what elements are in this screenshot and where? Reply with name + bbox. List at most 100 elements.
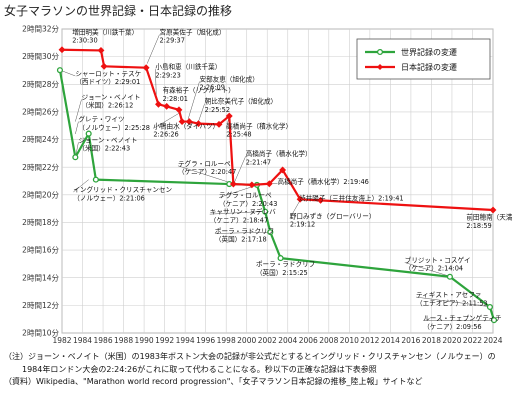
x-tick-label: 2000 [237,336,256,345]
data-label: 高橋尚子（積水化学） [226,121,292,130]
data-label: 有森裕子（リクルート） [163,86,235,95]
annotation-leader [234,156,246,183]
data-point-1 [92,176,99,183]
data-label: （英国）2:17:18 [215,235,267,244]
x-tick-label: 1994 [176,336,195,345]
x-tick-label: 2006 [299,336,318,345]
data-label: 朝比奈美代子（旭化成） [205,97,278,106]
data-label: 前田穂南（天満屋） [466,213,512,222]
data-label: 2:26:09 [200,84,225,92]
x-tick-label: 1986 [94,336,113,345]
data-label: （ケニア）2:20:47 [178,168,236,176]
y-tick-label: 2時間24分 [22,135,59,144]
x-tick-label: 1998 [217,336,236,345]
annotation-leader [73,179,89,193]
data-label: ルース・チェプンゲティチ [423,314,502,323]
data-label: 2:18:59 [466,222,491,230]
annotation-leader [177,165,230,183]
data-point-2 [265,180,273,188]
x-tick-label: 2024 [483,336,502,345]
y-tick-label: 2時間20分 [22,190,59,199]
data-label: 高橋尚子（積水化学） [246,149,312,158]
y-tick-label: 2時間28分 [22,80,59,89]
y-tick-label: 2時間16分 [22,246,59,255]
data-point-2 [155,100,162,108]
y-tick-label: 2時間32分 [22,25,59,34]
data-label: ジョーン・ベノイト [81,93,140,101]
data-label: 高橋尚子（積水化学）2:19:46 [278,177,369,186]
data-label: （英国）2:15:25 [256,268,308,277]
x-tick-label: 2012 [360,336,379,345]
annotation-leader [75,121,79,135]
x-tick-label: 2014 [381,336,400,345]
data-point-1 [72,154,79,161]
legend-marker-2 [377,64,383,70]
y-tick-label: 2時間22分 [22,163,59,172]
data-label: 2:25:52 [205,106,230,114]
data-point-1 [262,208,269,215]
data-label: （西ドイツ）2:29:01 [75,78,140,86]
data-label: 2:29:23 [155,71,180,79]
data-point-1 [446,273,453,280]
x-tick-label: 2016 [401,336,420,345]
x-tick-label: 2020 [442,336,461,345]
note-line-2: 1984年ロンドン大会の2:24:26がこれに取って代わることになる。秒以下の正… [22,364,377,374]
data-label: ポーラ・ラドクリフ [215,228,274,236]
data-label: （エチオピア）2:11:53 [416,299,488,307]
data-point-2 [225,112,233,120]
data-label: 増田明美（川鉄千葉） [72,28,138,37]
chart-notes: （注）ジョーン・ベノイト（米国）の1983年ボストン大会の記録が非公式だとすると… [4,351,509,389]
data-point-2 [215,120,223,128]
annotation-leader [60,70,76,77]
data-label: テグラ・ロルーペ [219,191,272,200]
x-tick-label: 1990 [135,336,154,345]
data-point-2 [229,180,237,188]
x-tick-label: 1992 [155,336,174,345]
annotation-leader [75,99,82,122]
y-tick-label: 2時間30分 [22,52,59,61]
data-label: 2:30:30 [72,37,97,45]
data-point-2 [296,195,304,203]
annotation-leader [218,184,258,198]
data-label: ジョーン・ベノイト [78,136,137,144]
data-point-2 [97,46,105,54]
annotation-leader [416,296,490,307]
annotation-leader [209,211,266,215]
data-point-1 [490,317,498,324]
data-label: 2:26:26 [153,131,178,139]
data-label: 2:29:37 [159,37,184,45]
data-label: （ノルウェー）2:25:28 [78,124,150,132]
annotation-leader [404,262,450,277]
x-tick-label: 1984 [73,336,92,345]
data-label: （ノルウェー）2:21:06 [73,194,145,202]
chart-title: 女子マラソンの世界記録・日本記録の推移 [4,4,233,18]
x-tick-label: 1988 [114,336,133,345]
data-label: 2:21:47 [246,158,271,166]
y-tick-label: 2時間10分 [22,329,59,338]
y-tick-label: 2時間14分 [22,273,59,282]
data-point-1 [85,130,92,137]
data-point-2 [317,196,325,204]
data-point-1 [56,67,63,74]
annotation-leader [214,231,271,234]
annotation-leader [153,113,180,129]
data-point-2 [185,118,193,126]
annotation-leader [146,34,160,64]
data-point-2 [100,62,108,70]
series-line-1 [58,69,496,321]
data-label: （ケニア）2:14:04 [405,265,463,273]
data-label: 宮原美佐子（旭化成） [159,28,225,37]
data-point-1 [277,255,284,262]
data-point-2 [489,206,497,214]
data-label: 安部友恵（旭化成） [200,75,259,84]
data-point-2 [178,118,186,126]
x-tick-label: 1982 [52,336,71,345]
legend-marker-1 [376,48,384,56]
annotation-leader [187,81,200,119]
data-label: ティギスト・アセファ [416,291,481,299]
data-label: 2:25:48 [226,131,251,139]
data-label: 小島和恵（川鉄千葉） [155,62,221,71]
legend-label-1: 世界記録の変遷 [401,47,457,57]
y-tick-label: 2時間18分 [22,218,59,227]
chart-canvas: 2時間10分 2時間12分 2時間14分 2時間16分 2時間18分 2時間20分 2時間2… [22,25,512,345]
